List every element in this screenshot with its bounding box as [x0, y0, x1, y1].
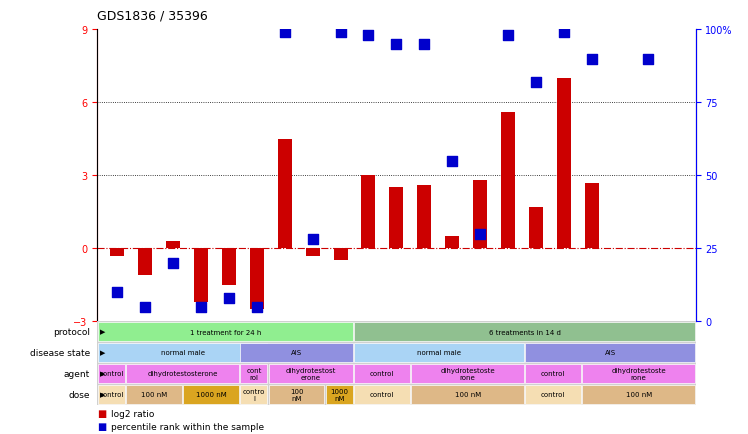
- Point: [418, 42, 430, 49]
- Text: GSM88432: GSM88432: [476, 324, 485, 365]
- Bar: [166, 241, 180, 249]
- Text: GSM88424: GSM88424: [364, 324, 373, 365]
- Text: dihydrotestoste
rone: dihydrotestoste rone: [611, 367, 666, 380]
- Text: ▶: ▶: [100, 391, 105, 397]
- Point: [503, 33, 515, 39]
- Text: dihydrotestoste
rone: dihydrotestoste rone: [441, 367, 495, 380]
- Text: 100 nM: 100 nM: [455, 391, 481, 397]
- Text: control: control: [370, 391, 394, 397]
- Bar: [557, 79, 571, 249]
- Text: normal male: normal male: [161, 350, 205, 355]
- Text: 100
nM: 100 nM: [290, 388, 304, 401]
- Text: GSM88425: GSM88425: [616, 324, 625, 365]
- Text: 1000
nM: 1000 nM: [331, 388, 349, 401]
- Point: [642, 56, 654, 63]
- Text: GSM88440: GSM88440: [112, 324, 121, 365]
- Text: GSM88426: GSM88426: [448, 324, 457, 365]
- Point: [474, 230, 486, 237]
- Text: log2 ratio: log2 ratio: [111, 409, 154, 418]
- Text: GSM88442: GSM88442: [141, 324, 150, 365]
- Point: [223, 295, 235, 302]
- Bar: [110, 249, 124, 256]
- Text: agent: agent: [64, 369, 90, 378]
- Text: GSM88422: GSM88422: [168, 324, 177, 365]
- Text: GSM88439: GSM88439: [336, 324, 345, 365]
- Text: 100 nM: 100 nM: [625, 391, 652, 397]
- Point: [278, 30, 290, 37]
- Text: GSM88427: GSM88427: [532, 324, 541, 365]
- Bar: [473, 181, 487, 249]
- Point: [390, 42, 402, 49]
- Text: GDS1836 / 35396: GDS1836 / 35396: [97, 10, 208, 23]
- Bar: [278, 139, 292, 249]
- Text: AIS: AIS: [291, 350, 302, 355]
- Bar: [445, 237, 459, 249]
- Text: protocol: protocol: [53, 327, 90, 336]
- Point: [111, 289, 123, 296]
- Bar: [334, 249, 348, 261]
- Bar: [194, 249, 208, 302]
- Text: GSM88423: GSM88423: [224, 324, 233, 365]
- Text: ▶: ▶: [100, 350, 105, 355]
- Text: AIS: AIS: [604, 350, 616, 355]
- Bar: [417, 186, 432, 249]
- Text: GSM88438: GSM88438: [196, 324, 205, 365]
- Bar: [221, 249, 236, 285]
- Text: control: control: [370, 371, 394, 376]
- Text: GSM88434: GSM88434: [504, 324, 513, 365]
- Point: [251, 303, 263, 310]
- Point: [447, 158, 459, 165]
- Text: ■: ■: [97, 421, 106, 431]
- Text: 1000 nM: 1000 nM: [196, 391, 227, 397]
- Bar: [361, 176, 375, 249]
- Bar: [306, 249, 319, 256]
- Text: disease state: disease state: [29, 348, 90, 357]
- Point: [307, 237, 319, 243]
- Text: control: control: [99, 391, 123, 397]
- Text: control: control: [99, 371, 123, 376]
- Point: [586, 56, 598, 63]
- Point: [363, 33, 375, 39]
- Text: dihydrotestosterone: dihydrotestosterone: [147, 371, 218, 376]
- Text: GSM88430: GSM88430: [560, 324, 568, 365]
- Point: [167, 260, 179, 266]
- Text: GSM88437: GSM88437: [588, 324, 597, 365]
- Bar: [585, 183, 599, 249]
- Text: control: control: [541, 391, 565, 397]
- Bar: [138, 249, 152, 275]
- Text: ▶: ▶: [100, 371, 105, 376]
- Text: 6 treatments in 14 d: 6 treatments in 14 d: [488, 329, 560, 335]
- Bar: [501, 113, 515, 249]
- Text: GSM88429: GSM88429: [280, 324, 289, 365]
- Point: [139, 303, 151, 310]
- Text: dose: dose: [68, 390, 90, 399]
- Text: ■: ■: [97, 408, 106, 418]
- Text: GSM88433: GSM88433: [672, 324, 681, 365]
- Bar: [250, 249, 263, 309]
- Point: [334, 30, 346, 37]
- Text: GSM88441: GSM88441: [252, 324, 261, 365]
- Point: [558, 30, 570, 37]
- Text: dihydrotestost
erone: dihydrotestost erone: [286, 367, 336, 380]
- Text: GSM88431: GSM88431: [392, 324, 401, 365]
- Text: GSM88436: GSM88436: [420, 324, 429, 365]
- Point: [194, 303, 206, 310]
- Text: 100 nM: 100 nM: [141, 391, 168, 397]
- Point: [530, 79, 542, 86]
- Text: cont
rol: cont rol: [246, 367, 262, 380]
- Text: percentile rank within the sample: percentile rank within the sample: [111, 422, 264, 431]
- Text: normal male: normal male: [417, 350, 462, 355]
- Bar: [390, 188, 403, 249]
- Bar: [530, 207, 543, 249]
- Text: GSM88435: GSM88435: [308, 324, 317, 365]
- Text: contro
l: contro l: [243, 388, 265, 401]
- Text: control: control: [541, 371, 565, 376]
- Text: 1 treatment for 24 h: 1 treatment for 24 h: [190, 329, 261, 335]
- Text: GSM88428: GSM88428: [643, 324, 652, 365]
- Text: ▶: ▶: [100, 329, 105, 335]
